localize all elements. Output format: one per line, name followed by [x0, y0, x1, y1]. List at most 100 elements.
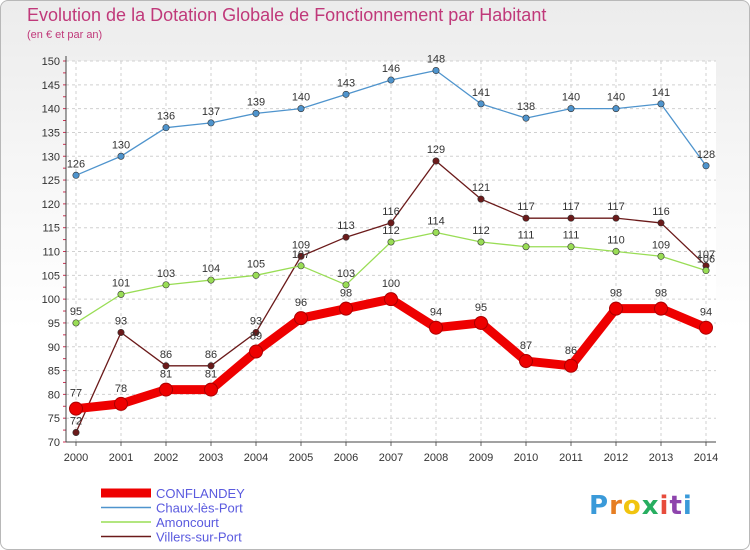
data-point [429, 320, 443, 335]
logo-letter: x [641, 491, 660, 521]
legend-label: Chaux-lès-Port [156, 501, 243, 516]
x-tick-label: 2010 [514, 452, 538, 464]
legend-label: Amoncourt [156, 515, 219, 530]
data-label: 107 [292, 249, 310, 261]
data-label: 105 [247, 258, 265, 270]
y-tick-label: 130 [42, 151, 60, 163]
data-label: 137 [202, 106, 220, 118]
data-point [477, 238, 485, 246]
data-label: 111 [518, 230, 535, 242]
data-point [342, 281, 350, 289]
y-tick-label: 80 [48, 389, 60, 401]
x-tick-label: 2012 [604, 452, 628, 464]
data-label: 109 [652, 239, 670, 251]
data-point [117, 328, 125, 336]
data-label: 138 [517, 101, 535, 113]
x-tick-label: 2001 [109, 452, 133, 464]
chart-title: Evolution de la Dotation Globale de Fonc… [27, 5, 547, 25]
data-label: 93 [115, 315, 127, 327]
data-point [657, 252, 665, 260]
data-label: 104 [202, 263, 220, 275]
data-point [612, 248, 620, 256]
data-label: 98 [655, 288, 667, 300]
data-point [204, 382, 218, 397]
data-label: 136 [157, 111, 175, 123]
data-label: 81 [205, 369, 217, 381]
data-label: 86 [160, 349, 172, 361]
data-point [342, 90, 350, 98]
data-point [207, 362, 215, 370]
x-tick-label: 2005 [289, 452, 313, 464]
data-label: 72 [70, 415, 82, 427]
y-tick-label: 150 [42, 56, 60, 68]
y-tick-label: 105 [42, 270, 60, 282]
data-label: 94 [430, 307, 442, 319]
data-point [162, 281, 170, 289]
data-point [564, 358, 578, 373]
x-tick-label: 2009 [469, 452, 493, 464]
y-tick-label: 125 [42, 175, 60, 187]
y-tick-label: 75 [48, 413, 60, 425]
data-label: 139 [247, 96, 265, 108]
y-tick-label: 140 [42, 104, 60, 116]
logo-letter: P [589, 491, 610, 521]
data-point [114, 396, 128, 411]
data-label: 143 [337, 77, 355, 89]
data-point [432, 228, 440, 236]
data-label: 89 [250, 331, 262, 343]
legend-label: CONFLANDEY [156, 486, 245, 501]
y-tick-label: 85 [48, 366, 60, 378]
data-point [207, 119, 215, 127]
data-label: 148 [427, 54, 445, 66]
data-label: 141 [472, 87, 490, 99]
y-tick-label: 135 [42, 127, 60, 139]
data-label: 128 [697, 149, 715, 161]
x-tick-label: 2014 [694, 452, 718, 464]
x-tick-label: 2008 [424, 452, 448, 464]
data-point [297, 262, 305, 270]
data-point [387, 238, 395, 246]
data-label: 117 [607, 201, 625, 213]
x-tick-label: 2002 [154, 452, 178, 464]
logo-letter: i [659, 491, 670, 521]
data-point [387, 76, 395, 84]
data-label: 98 [340, 288, 352, 300]
data-point [384, 292, 398, 307]
data-point [117, 290, 125, 298]
data-point [522, 214, 530, 222]
data-point [567, 214, 575, 222]
data-label: 86 [205, 349, 217, 361]
data-label: 103 [337, 268, 355, 280]
data-label: 141 [652, 87, 670, 99]
data-label: 111 [563, 230, 580, 242]
data-point [342, 233, 350, 241]
data-point [567, 105, 575, 113]
data-label: 77 [70, 388, 82, 400]
data-label: 100 [382, 278, 400, 290]
data-label: 140 [292, 92, 310, 104]
data-label: 109 [292, 239, 310, 251]
data-point [297, 105, 305, 113]
data-label: 116 [382, 206, 400, 218]
data-point [297, 252, 305, 260]
data-point [162, 124, 170, 132]
data-point [567, 243, 575, 251]
y-tick-label: 90 [48, 342, 60, 354]
data-point [72, 428, 80, 436]
data-label: 95 [475, 302, 487, 314]
y-tick-label: 120 [42, 199, 60, 211]
data-point [657, 219, 665, 227]
data-label: 93 [250, 315, 262, 327]
data-point [162, 362, 170, 370]
data-point [72, 319, 80, 327]
data-point [609, 301, 623, 316]
data-point [249, 344, 263, 359]
data-label: 130 [112, 139, 130, 151]
data-label: 112 [382, 225, 400, 237]
data-point [702, 267, 710, 275]
x-tick-label: 2004 [244, 452, 268, 464]
data-label: 117 [562, 201, 580, 213]
data-label: 107 [697, 249, 715, 261]
data-label: 95 [70, 306, 82, 318]
